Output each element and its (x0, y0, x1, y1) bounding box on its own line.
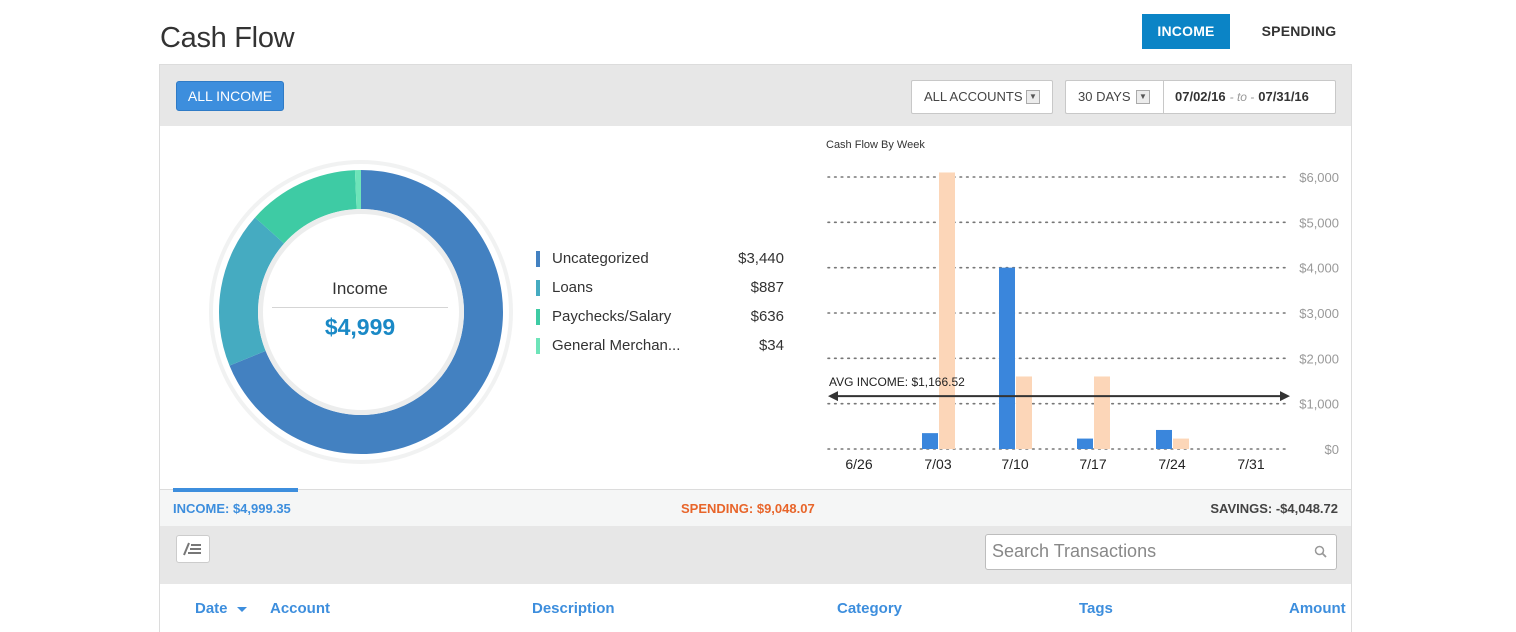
avg-income-label: AVG INCOME: $1,166.52 (829, 375, 965, 389)
donut-slice-3[interactable] (354, 170, 361, 210)
y-tick-label: $5,000 (1299, 215, 1339, 230)
legend-item-name: Loans (552, 279, 593, 296)
transactions-column-headers: Date Account Description Category Tags A… (160, 584, 1351, 632)
y-tick-label: $2,000 (1299, 351, 1339, 366)
column-date-label: Date (195, 600, 228, 617)
y-tick-label: $3,000 (1299, 306, 1339, 321)
income-bar[interactable] (1156, 429, 1172, 449)
spending-toggle-button[interactable]: SPENDING (1261, 23, 1337, 39)
income-toggle-button[interactable]: INCOME (1142, 14, 1230, 49)
edit-list-icon (183, 542, 201, 556)
legend-item-uncategorized[interactable]: Uncategorized $3,440 (536, 248, 784, 277)
legend-item-general-merchandise[interactable]: General Merchan... $34 (536, 335, 784, 364)
income-legend: Uncategorized $3,440 Loans $887 Paycheck… (536, 248, 784, 364)
donut-center-divider (272, 307, 448, 308)
income-donut-chart (208, 159, 514, 465)
donut-slice-1[interactable] (219, 217, 285, 366)
date-from[interactable]: 07/02/16 (1175, 89, 1226, 104)
summary-bar: INCOME: $4,999.35 SPENDING: $9,048.07 SA… (160, 488, 1351, 526)
search-icon[interactable] (1314, 545, 1327, 558)
search-input[interactable] (992, 535, 1312, 568)
income-bar[interactable] (999, 267, 1015, 449)
spending-bar[interactable] (1094, 376, 1110, 449)
legend-swatch (536, 309, 540, 325)
summary-active-indicator (173, 488, 298, 492)
transactions-toolbar (160, 526, 1351, 584)
donut-slice-2[interactable] (255, 170, 357, 244)
legend-item-name: Paychecks/Salary (552, 308, 672, 325)
filter-bar: ALL INCOME ALL ACCOUNTS ▼ 30 DAYS ▼ 07/0… (160, 65, 1351, 126)
legend-item-amount: $887 (750, 279, 784, 296)
spending-bar[interactable] (939, 172, 955, 449)
summary-spending-tab[interactable]: SPENDING: $9,048.07 (681, 501, 815, 516)
x-tick-label: 6/26 (845, 456, 872, 472)
cash-flow-by-week-chart: $0 $1,000 $2,000 $3,000 $4,000 $5,000 $6,000 6/… (827, 170, 1339, 472)
summary-income-tab[interactable]: INCOME: $4,999.35 (173, 501, 291, 516)
chevron-down-icon: ▼ (1136, 90, 1150, 104)
cash-flow-panel: ALL INCOME ALL ACCOUNTS ▼ 30 DAYS ▼ 07/0… (159, 64, 1352, 632)
income-bar[interactable] (1077, 438, 1093, 449)
chart-title: Cash Flow By Week (826, 139, 925, 151)
date-range-separator: - to - (1229, 90, 1255, 104)
sort-descending-icon[interactable] (236, 606, 247, 612)
legend-item-amount: $636 (750, 308, 784, 325)
legend-item-paychecks-salary[interactable]: Paychecks/Salary $636 (536, 306, 784, 335)
legend-swatch (536, 251, 540, 267)
donut-center-value: $4,999 (324, 314, 396, 340)
chevron-down-icon: ▼ (1026, 90, 1040, 104)
y-tick-label: $6,000 (1299, 170, 1339, 185)
x-tick-label: 7/17 (1079, 456, 1106, 472)
legend-item-name: Uncategorized (552, 250, 649, 267)
y-tick-label: $0 (1325, 442, 1339, 457)
income-bar[interactable] (922, 433, 938, 449)
legend-swatch (536, 338, 540, 354)
avg-line-left-arrow-icon (828, 391, 838, 402)
y-tick-label: $1,000 (1299, 397, 1339, 412)
accounts-dropdown-label: ALL ACCOUNTS (924, 89, 1023, 104)
accounts-dropdown[interactable]: ALL ACCOUNTS ▼ (911, 80, 1053, 114)
period-dropdown[interactable]: 30 DAYS ▼ (1065, 80, 1164, 114)
legend-swatch (536, 280, 540, 296)
column-category[interactable]: Category (837, 600, 903, 617)
date-to[interactable]: 07/31/16 (1258, 89, 1309, 104)
column-amount[interactable]: Amount (1289, 600, 1346, 617)
spending-bar[interactable] (1173, 438, 1189, 449)
x-tick-label: 7/24 (1158, 456, 1185, 472)
search-transactions[interactable] (985, 534, 1337, 570)
donut-center-label: Income (332, 279, 388, 298)
page-title: Cash Flow (160, 22, 295, 54)
legend-item-amount: $3,440 (738, 250, 784, 267)
x-tick-label: 7/10 (1001, 456, 1028, 472)
spending-bar[interactable] (1016, 376, 1032, 449)
legend-item-amount: $34 (758, 337, 784, 354)
donut-svg (209, 160, 513, 464)
avg-line-right-arrow-icon (1280, 391, 1290, 402)
period-dropdown-label: 30 DAYS (1078, 89, 1131, 104)
column-tags[interactable]: Tags (1079, 600, 1113, 617)
y-tick-label: $4,000 (1299, 261, 1339, 276)
legend-item-name: General Merchan... (552, 337, 681, 354)
column-account[interactable]: Account (270, 600, 330, 617)
date-range[interactable]: 07/02/16- to -07/31/16 (1163, 80, 1336, 114)
summary-savings-tab[interactable]: SAVINGS: -$4,048.72 (1210, 501, 1338, 516)
x-tick-label: 7/03 (924, 456, 951, 472)
edit-transactions-button[interactable] (176, 535, 210, 563)
all-income-button[interactable]: ALL INCOME (176, 81, 284, 111)
column-description[interactable]: Description (532, 600, 615, 617)
legend-item-loans[interactable]: Loans $887 (536, 277, 784, 306)
x-tick-label: 7/31 (1237, 456, 1264, 472)
column-date[interactable]: Date (195, 600, 247, 617)
